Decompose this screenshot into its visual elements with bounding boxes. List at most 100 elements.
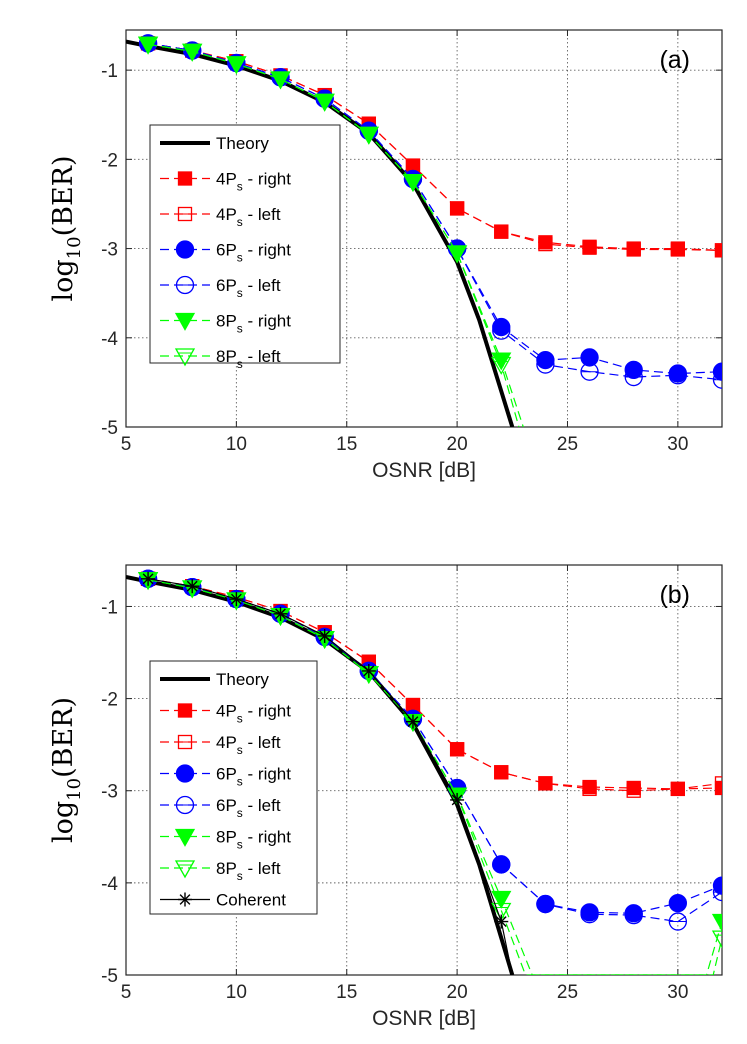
chart-panel-a: 5 10 15 20 25 30 -1 -2 -3 -4 -5 OSNR [dB] log10(BER)… [48, 29, 723, 482]
x-tick-label: 10 [226, 434, 247, 455]
triangle-marker [446, 245, 468, 264]
legend-box [149, 660, 318, 915]
x-tick-label: 30 [667, 434, 688, 455]
triangle-marker [314, 93, 335, 112]
y-tick-label: -5 [101, 966, 118, 987]
y-axis-label-group: log10(BER) [48, 155, 85, 301]
triangle-marker [174, 348, 196, 367]
chart-panel-b: 5 10 15 20 25 30 -1 -2 -3 -4 -5 OSNR [dB] log10(BER)… [48, 564, 723, 1030]
asterisk-marker [179, 894, 191, 905]
triangle-marker [491, 902, 512, 921]
series-line [148, 578, 722, 790]
circle-marker [175, 240, 195, 259]
x-tick-label: 25 [557, 982, 578, 1003]
triangle-marker [491, 356, 512, 375]
panel-label: (b) [659, 581, 690, 609]
legend-item: 4Ps - right [160, 170, 291, 194]
y-axis-label-group: log10(BER) [48, 697, 85, 843]
y-tick-label: -4 [101, 329, 118, 350]
triangle-marker [174, 312, 196, 331]
triangle-marker [137, 36, 159, 55]
legend-item: 8Ps - right [160, 312, 291, 336]
y-axis-label: log10(BER) [48, 697, 85, 843]
legend-item: 6Ps - right [160, 240, 291, 265]
y-axis-label: log10(BER) [48, 155, 85, 301]
asterisk-marker [275, 608, 286, 620]
square-marker [626, 780, 641, 796]
axes-box [125, 29, 723, 428]
legend-item: 8Ps - right [160, 828, 291, 852]
circle-marker [668, 893, 688, 913]
x-tick-label: 20 [447, 982, 468, 1003]
x-tick-label: 5 [121, 434, 132, 455]
panel-label: (a) [659, 46, 690, 74]
legend-label: 8Ps - right [216, 312, 291, 336]
y-tick-label: -1 [101, 61, 118, 82]
legend-label: 6Ps - left [216, 796, 281, 820]
legend-label: 8Ps - left [216, 347, 281, 371]
y-tick-label: -5 [101, 418, 118, 439]
legend: Theory 4Ps - right 4Ps - left 6Ps - right 6P… [149, 124, 341, 371]
square-marker [177, 171, 193, 186]
triangle-marker [402, 174, 424, 192]
series-line [148, 43, 520, 427]
legend-label: 8Ps - right [216, 828, 291, 852]
asterisk-marker [407, 716, 419, 728]
square-marker [626, 241, 641, 256]
triangle-marker [358, 126, 379, 145]
legend-item: Theory [160, 134, 269, 153]
legend-label: Theory [216, 670, 269, 689]
triangle-marker [226, 56, 247, 75]
asterisk-marker [319, 630, 331, 642]
legend-label: Coherent [216, 891, 286, 910]
legend: Theory 4Ps - right 4Ps - left 6Ps - right 6P… [149, 660, 318, 915]
x-tick-label: 25 [557, 434, 578, 455]
series-8ps---left [137, 36, 520, 427]
series-coherent [141, 571, 513, 975]
circle-marker [624, 360, 643, 380]
legend-label: 4Ps - right [216, 702, 291, 726]
circle-marker [624, 904, 643, 923]
asterisk-marker [363, 665, 375, 677]
legend-item: 8Ps - left [160, 347, 281, 371]
legend-item: 4Ps - left [160, 733, 281, 757]
circle-marker [492, 317, 511, 337]
legend-label: 8Ps - left [216, 859, 281, 883]
circle-marker [712, 876, 722, 895]
triangle-marker [711, 913, 722, 932]
data-series [126, 34, 722, 427]
y-tick-label: -3 [101, 240, 118, 261]
legend-label: Theory [216, 134, 269, 153]
x-tick-label: 20 [447, 434, 468, 455]
legend-item: Coherent [160, 891, 286, 910]
triangle-marker [711, 930, 722, 949]
triangle-marker [182, 43, 203, 62]
asterisk-marker [495, 916, 507, 927]
y-tick-label: -1 [101, 597, 118, 618]
y-tick-label: -2 [101, 690, 118, 711]
legend-label: 6Ps - right [216, 241, 291, 265]
series-line [148, 578, 722, 792]
square-marker [177, 703, 193, 718]
legend-item: 4Ps - right [160, 702, 291, 726]
legend-label: 6Ps - left [216, 276, 281, 300]
asterisk-marker [451, 794, 463, 806]
circle-marker [580, 348, 599, 367]
series-line [148, 42, 722, 251]
legend-item: 6Ps - left [160, 275, 281, 300]
triangle-marker [174, 860, 196, 879]
x-axis-label: OSNR [dB] [372, 459, 476, 482]
x-tick-label: 15 [336, 982, 357, 1003]
legend-label: 4Ps - right [216, 170, 291, 194]
legend-label: 4Ps - left [216, 205, 281, 229]
triangle-marker [174, 828, 196, 847]
data-series [126, 569, 722, 975]
square-marker [670, 241, 686, 256]
legend-item: 6Ps - left [160, 795, 281, 820]
legend-item: 6Ps - right [160, 764, 291, 789]
x-tick-label: 15 [336, 434, 357, 455]
asterisk-marker [186, 580, 198, 592]
y-tick-label: -3 [101, 782, 118, 803]
axes-box [125, 564, 723, 976]
